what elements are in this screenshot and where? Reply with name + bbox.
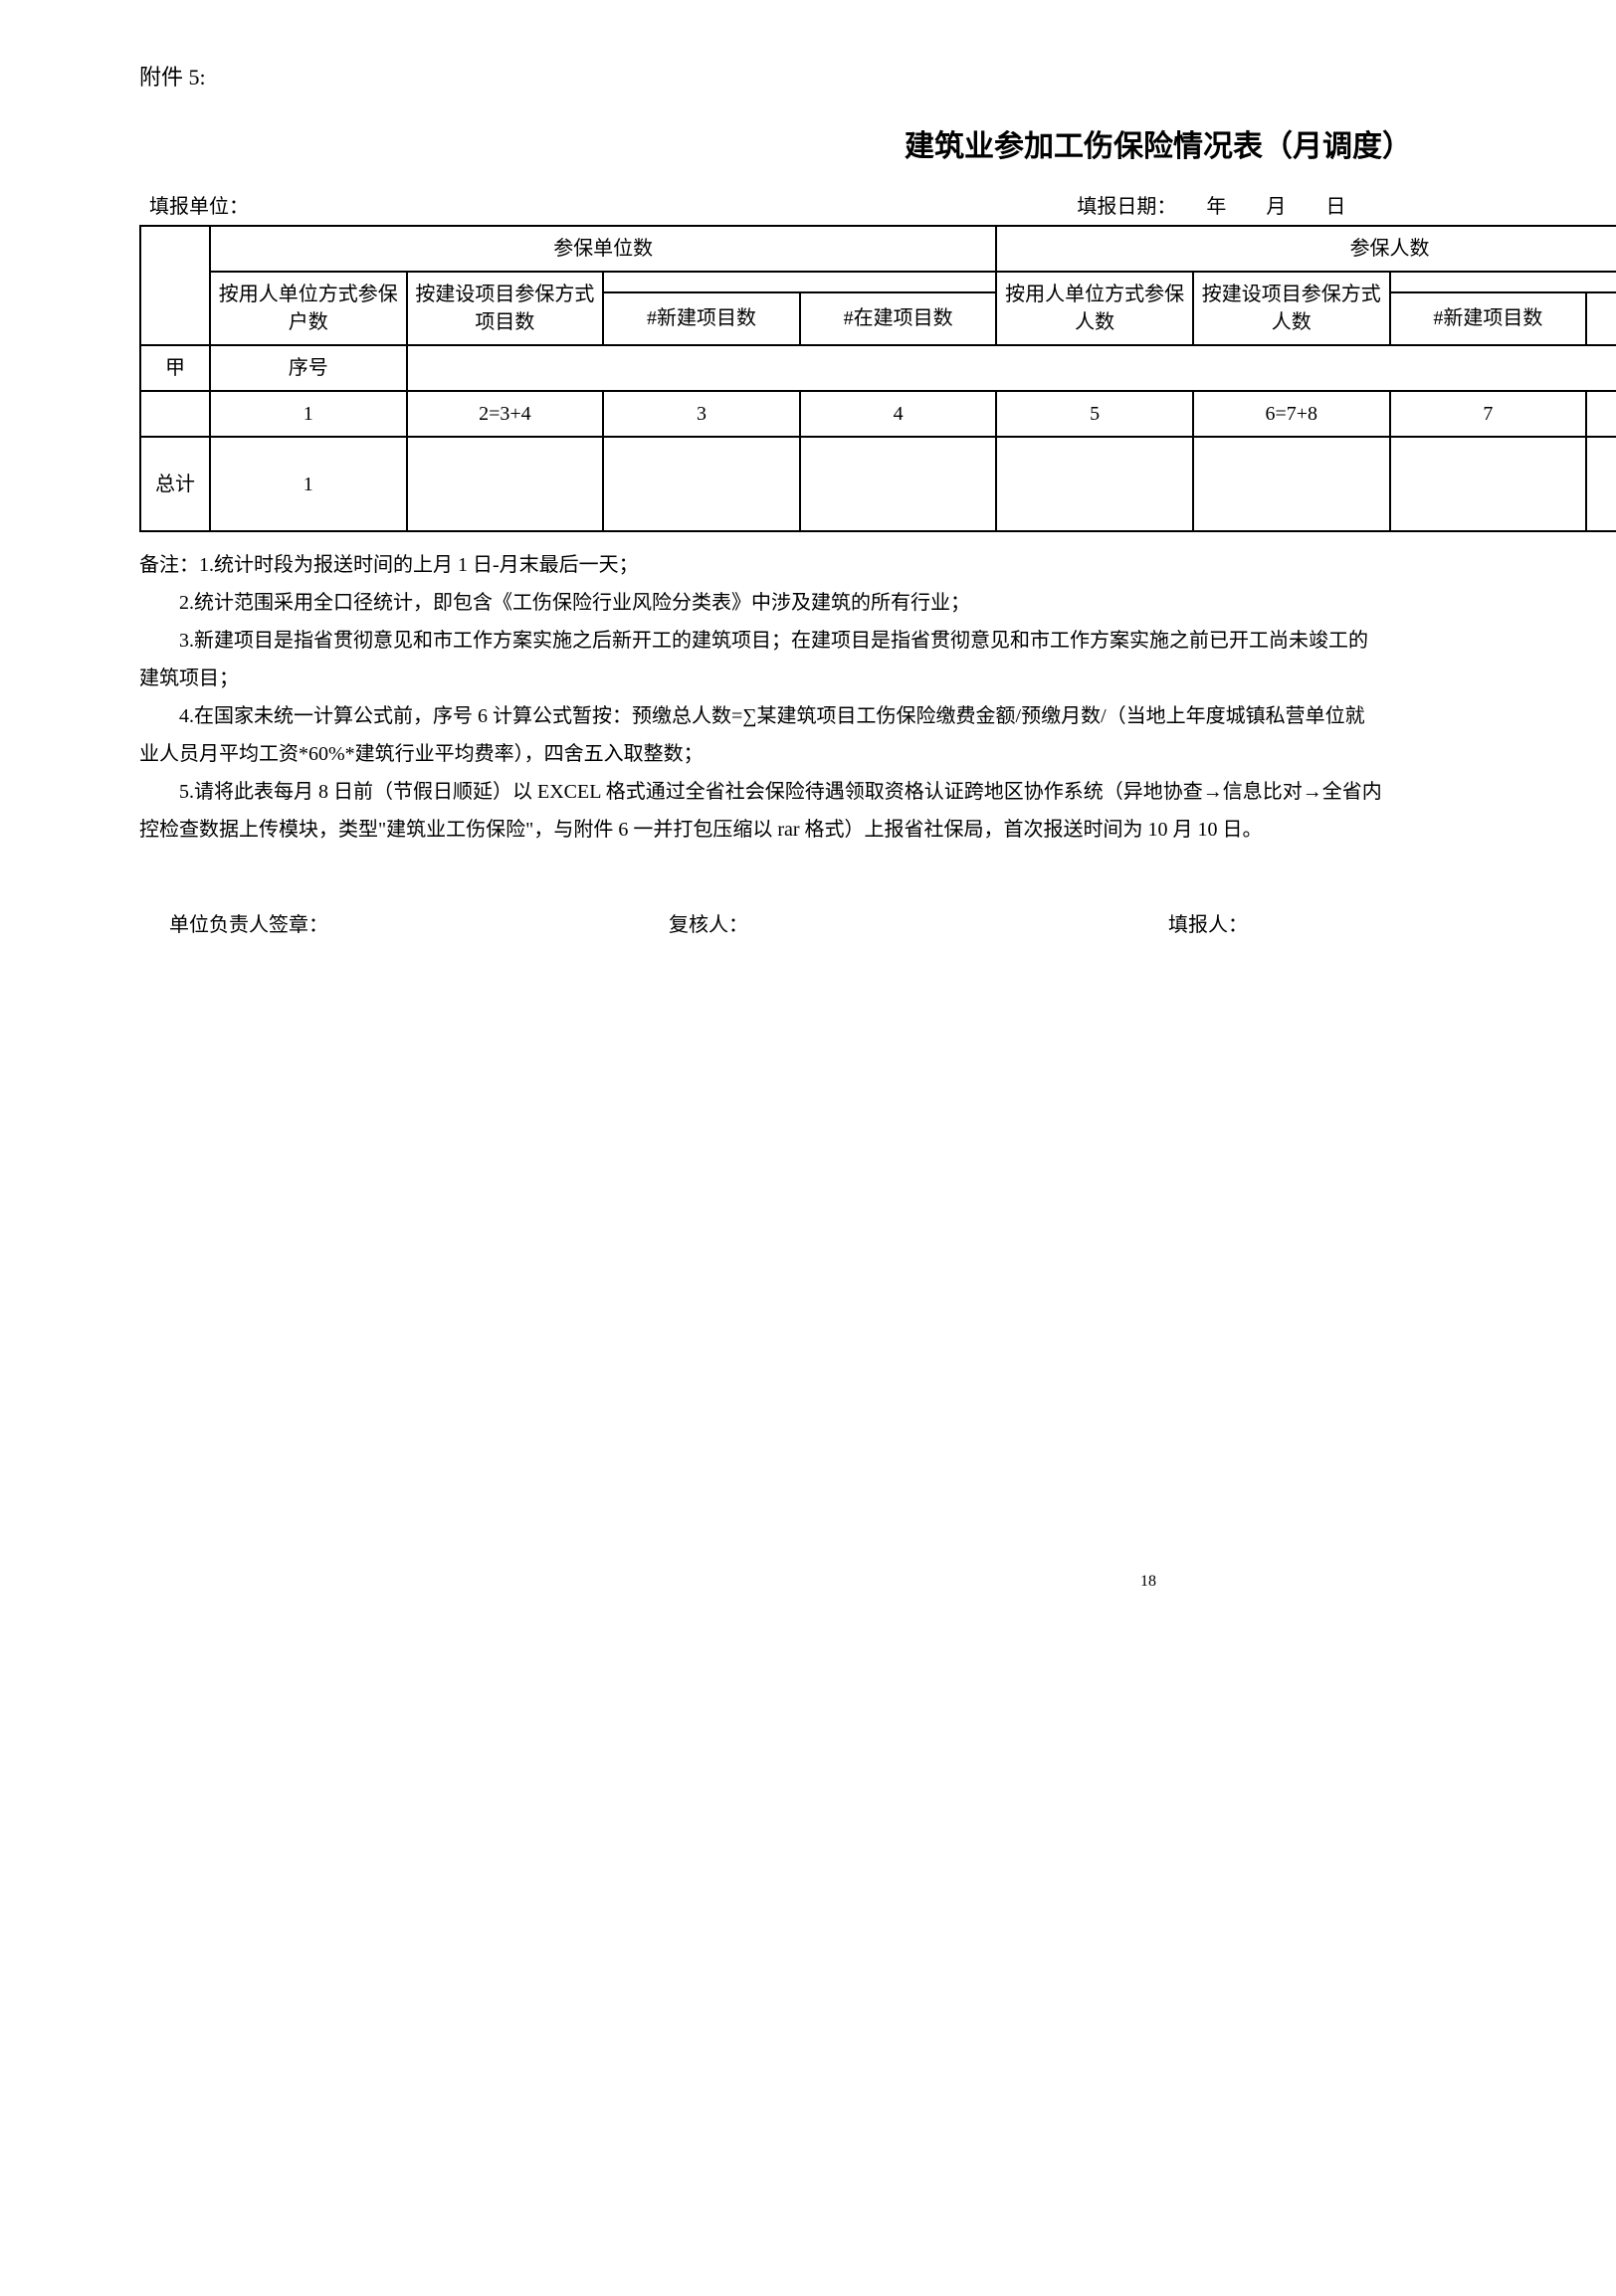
attachment-label: 附件 5: [139,60,1616,92]
cell [1390,437,1587,531]
table-row: 按用人单位方式参保户数 按建设项目参保方式项目数 按用人单位方式参保人数 按建设… [140,272,1616,292]
row-label-jia: 甲 [140,345,210,391]
h8: #在建项目数 [1586,292,1616,345]
cell [407,437,604,531]
seq-1: 1 [210,391,407,437]
sign-preparer: 填报人： [1168,908,1616,937]
total-label: 总计 [140,437,210,531]
note-2: 2.统计范围采用全口径统计，即包含《工伤保险行业风险分类表》中涉及建筑的所有行业… [139,584,1616,622]
meta-row: 填报单位： 填报日期： 年 月 日 单位：户、人、万元 [139,190,1616,219]
table-row: 参保单位数 参保人数 工伤保险费实缴金额 [140,226,1616,272]
fill-unit-label: 填报单位： [149,190,786,219]
notes-label: 备注： [139,554,199,576]
table-row: 甲 序号 [140,345,1616,391]
fill-date-label: 填报日期： 年 月 日 [786,190,1616,219]
h3: #新建项目数 [603,292,800,345]
seq-7: 7 [1390,391,1587,437]
header-people: 参保人数 [996,226,1616,272]
seq-label: 序号 [210,345,407,391]
h6: 按建设项目参保方式人数 [1193,272,1390,345]
cell [1193,437,1390,531]
note-4b: 业人员月平均工资*60%*建筑行业平均费率），四舍五入取整数； [139,735,1616,773]
total-index: 1 [210,437,407,531]
note-3a: 3.新建项目是指省贯彻意见和市工作方案实施之后新开工的建筑项目；在建项目是指省贯… [139,622,1616,660]
seq-2: 2=3+4 [407,391,604,437]
note-1: 1.统计时段为报送时间的上月 1 日-月末最后一天； [199,554,639,576]
note-5b: 控检查数据上传模块，类型"建筑业工伤保险"，与附件 6 一并打包压缩以 rar … [139,811,1616,849]
notes-block: 备注：1.统计时段为报送时间的上月 1 日-月末最后一天； 2.统计范围采用全口… [139,546,1616,849]
h5: 按用人单位方式参保人数 [996,272,1193,345]
note-5a: 5.请将此表每月 8 日前（节假日顺延）以 EXCEL 格式通过全省社会保险待遇… [139,773,1616,811]
h4: #在建项目数 [800,292,997,345]
signature-row: 单位负责人签章： 复核人： 填报人： 联系电话： [139,908,1616,937]
page-number: 18 [1140,1573,1156,1591]
sign-reviewer: 复核人： [669,908,1168,937]
sign-leader: 单位负责人签章： [169,908,669,937]
h1: 按用人单位方式参保户数 [210,272,407,345]
h7: #新建项目数 [1390,292,1587,345]
main-table: 参保单位数 参保人数 工伤保险费实缴金额 按用人单位方式参保户数 按建设项目参保… [139,225,1616,532]
note-3b: 建筑项目； [139,660,1616,697]
note-4a: 4.在国家未统一计算公式前，序号 6 计算公式暂按：预缴总人数=∑某建筑项目工伤… [139,697,1616,735]
header-units: 参保单位数 [210,226,996,272]
cell [996,437,1193,531]
table-row: 总计 1 [140,437,1616,531]
seq-4: 4 [800,391,997,437]
table-row: 1 2=3+4 3 4 5 6=7+8 7 8 9 10 [140,391,1616,437]
page-title: 建筑业参加工伤保险情况表（月调度） [139,121,1616,165]
seq-5: 5 [996,391,1193,437]
h2: 按建设项目参保方式项目数 [407,272,604,345]
seq-8: 8 [1586,391,1616,437]
seq-6: 6=7+8 [1193,391,1390,437]
cell [603,437,800,531]
cell [1586,437,1616,531]
seq-3: 3 [603,391,800,437]
cell [800,437,997,531]
